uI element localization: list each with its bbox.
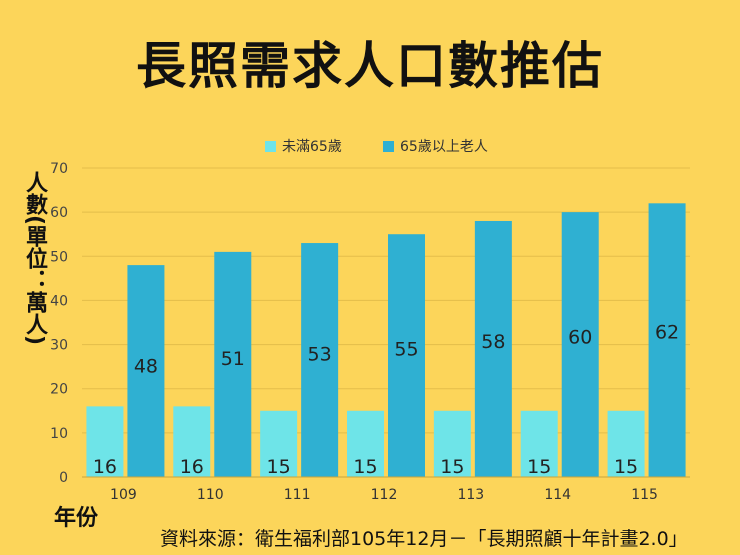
chart-title: 長照需求人口數推估 (136, 37, 604, 95)
y-tick-label: 30 (50, 338, 68, 354)
bar (648, 203, 686, 478)
bar (433, 410, 471, 477)
data-label: 48 (134, 355, 158, 377)
legend-label-65plus: 65歲以上老人 (400, 139, 488, 155)
y-tick-label: 60 (50, 205, 68, 221)
bar (520, 410, 558, 477)
legend-swatch-under65 (265, 140, 276, 152)
x-tick-label: 115 (631, 487, 658, 503)
bar (214, 251, 252, 477)
x-axis-label: 年份 (54, 506, 99, 531)
x-tick-label: 111 (284, 487, 311, 503)
data-label: 60 (568, 326, 592, 348)
legend: 未滿65歲 65歲以上老人 (0, 136, 740, 156)
x-tick-label: 113 (457, 487, 484, 503)
legend-swatch-65plus (383, 140, 394, 152)
bar (388, 234, 425, 477)
data-label: 16 (180, 456, 204, 478)
bar (86, 406, 124, 477)
y-tick-label: 0 (59, 470, 68, 486)
y-tick-label: 20 (50, 382, 68, 398)
x-tick-label: 112 (371, 487, 398, 503)
data-label: 15 (614, 456, 638, 478)
y-tick-label: 70 (50, 161, 68, 177)
y-axis-label: 人數(單位：萬人) (22, 170, 47, 346)
data-label: 15 (527, 456, 551, 478)
x-tick-label: 114 (544, 487, 571, 503)
y-tick-label: 10 (50, 426, 68, 442)
data-label: 16 (93, 456, 117, 478)
x-tick-label: 110 (197, 487, 224, 503)
source-note: 資料來源：衛生福利部105年12月－「長期照顧十年計畫2.0」 (160, 528, 688, 550)
bar (173, 406, 211, 477)
data-label: 62 (655, 321, 679, 343)
data-label: 58 (481, 331, 505, 353)
y-tick-label: 50 (50, 249, 68, 265)
data-label: 15 (440, 456, 464, 478)
legend-item-65plus: 65歲以上老人 (383, 136, 488, 156)
x-tick-label: 109 (110, 487, 137, 503)
data-label: 53 (308, 343, 332, 365)
legend-item-under65: 未滿65歲 (265, 136, 342, 156)
data-label: 15 (353, 456, 377, 478)
data-label: 51 (221, 348, 245, 370)
legend-label-under65: 未滿65歲 (282, 139, 342, 155)
data-label: 15 (267, 456, 291, 478)
bar (474, 220, 512, 477)
data-label: 55 (394, 338, 418, 360)
bar (347, 410, 384, 477)
bar (127, 265, 165, 477)
bar (561, 212, 599, 477)
y-tick-label: 40 (50, 293, 68, 309)
bar (301, 243, 339, 477)
bar (607, 410, 645, 477)
bar (260, 410, 298, 477)
